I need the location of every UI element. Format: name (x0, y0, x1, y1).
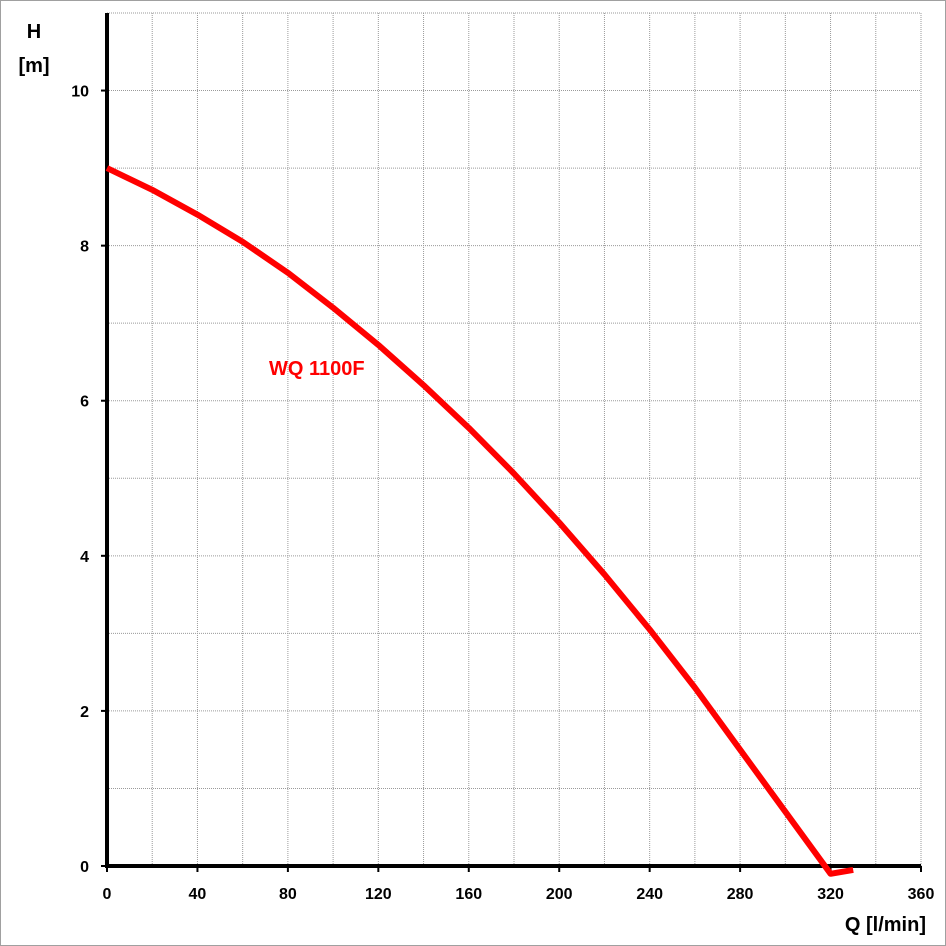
y-tick-label: 8 (80, 239, 89, 256)
x-tick-label: 160 (455, 886, 482, 903)
axes (101, 13, 922, 872)
y-tick-label: 4 (80, 549, 89, 566)
y-tick-label: 0 (80, 859, 89, 876)
x-tick-label: 240 (636, 886, 663, 903)
grid (107, 12, 922, 866)
series-label: WQ 1100F (269, 358, 365, 380)
x-tick-label: 120 (365, 886, 392, 903)
series-line-wq-1100f (105, 165, 854, 877)
x-tick-label: 320 (817, 886, 844, 903)
x-tick-label: 0 (103, 886, 112, 903)
x-tick-label: 40 (189, 886, 207, 903)
series-layer (105, 165, 854, 877)
y-tick-label: 2 (80, 704, 89, 721)
y-tick-label: 10 (71, 84, 89, 101)
y-tick-labels: 0 2 4 6 8 10 (71, 84, 89, 876)
y-tick-label: 6 (80, 394, 89, 411)
y-axis-title-line1: H (27, 21, 41, 43)
x-axis-title: Q [l/min] (845, 914, 926, 936)
x-tick-label: 200 (546, 886, 573, 903)
x-tick-label: 360 (908, 886, 935, 903)
x-tick-labels: 0 40 80 120 160 200 240 280 320 360 (103, 886, 935, 903)
x-tick-label: 280 (727, 886, 754, 903)
x-tick-label: 80 (279, 886, 297, 903)
y-axis-title-line2: [m] (18, 55, 49, 77)
